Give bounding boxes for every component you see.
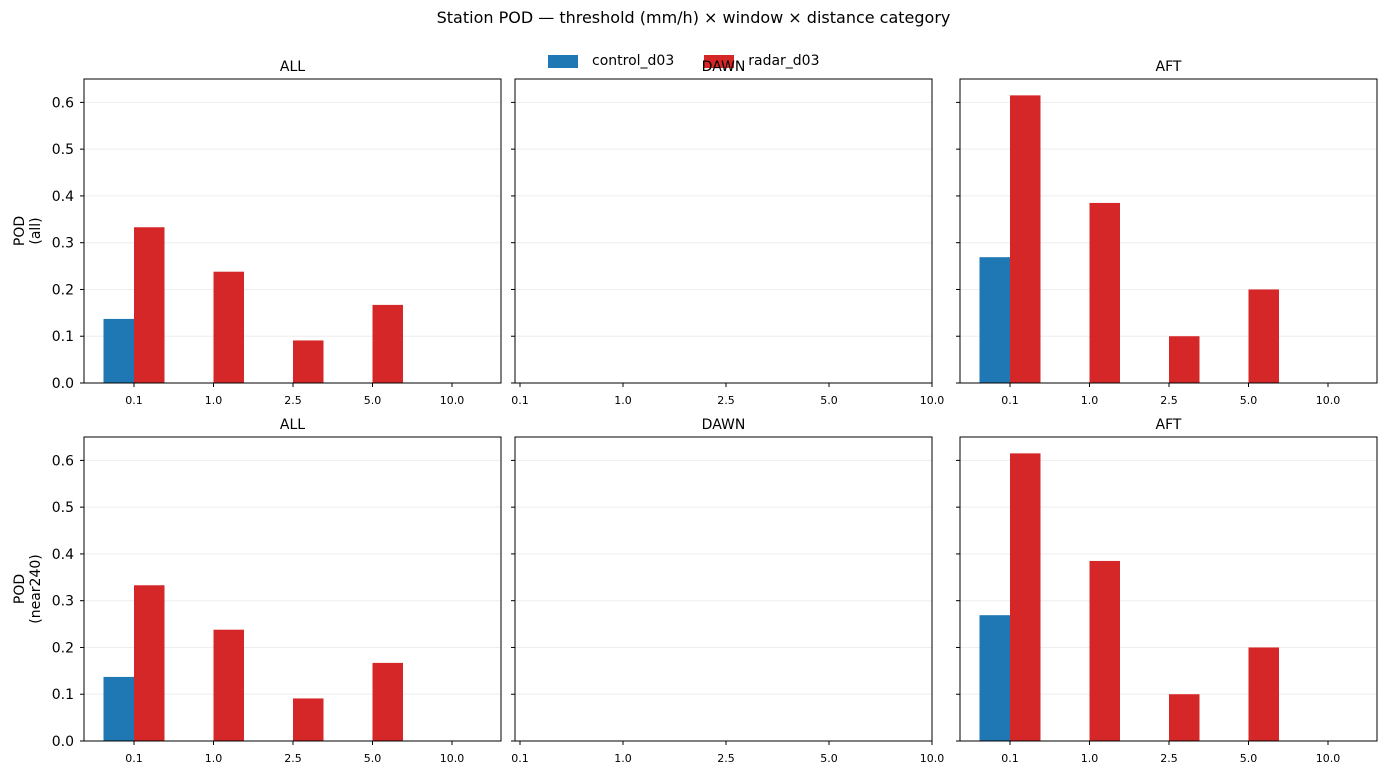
subplot-title: DAWN <box>702 417 746 433</box>
bar-radar_d03-0.1 <box>134 227 165 383</box>
y-tick-label: 0.6 <box>52 95 74 111</box>
bar-control_d03-0.1 <box>103 676 134 741</box>
bar-radar_d03-2.5 <box>293 340 324 383</box>
y-tick-label: 0.2 <box>52 282 74 298</box>
y-axis-label: POD(all) <box>12 216 44 246</box>
y-tick-label: 0.1 <box>52 687 74 703</box>
y-tick-label: 0.4 <box>52 189 74 205</box>
bar-radar_d03-5.0 <box>1248 289 1279 383</box>
y-axis-label-line: POD <box>12 574 28 604</box>
bar-radar_d03-0.1 <box>1010 453 1041 741</box>
x-tick-label: 2.5 <box>284 752 302 765</box>
y-tick-label: 0.2 <box>52 640 74 656</box>
bar-radar_d03-2.5 <box>1169 694 1200 741</box>
x-tick-label: 0.1 <box>125 394 143 407</box>
x-tick-label: 0.1 <box>125 752 143 765</box>
y-axis-label-line: (all) <box>28 217 44 244</box>
y-axis-label-line: (near240) <box>28 554 44 623</box>
bar-control_d03-0.1 <box>103 318 134 383</box>
y-axis-label: POD(near240) <box>12 554 44 623</box>
y-tick-label: 0.1 <box>52 329 74 345</box>
x-tick-label: 5.0 <box>820 752 838 765</box>
x-tick-label: 1.0 <box>205 752 223 765</box>
subplot-title: DAWN <box>702 59 746 75</box>
figure-title: Station POD — threshold (mm/h) × window … <box>436 8 951 27</box>
y-tick-label: 0.3 <box>52 594 74 610</box>
bar-radar_d03-1.0 <box>213 271 244 383</box>
bar-control_d03-0.1 <box>979 257 1010 383</box>
axes-frame <box>514 436 933 742</box>
x-tick-label: 10.0 <box>1316 394 1341 407</box>
bar-control_d03-0.1 <box>979 615 1010 741</box>
legend-label-radar: radar_d03 <box>748 53 820 69</box>
x-tick-label: 5.0 <box>364 752 382 765</box>
axes-frame <box>514 78 933 384</box>
x-tick-label: 1.0 <box>205 394 223 407</box>
x-tick-label: 5.0 <box>1240 394 1258 407</box>
y-tick-label: 0.0 <box>52 734 74 750</box>
x-tick-label: 10.0 <box>920 752 945 765</box>
x-tick-label: 1.0 <box>614 752 632 765</box>
x-tick-label: 10.0 <box>440 394 465 407</box>
bar-radar_d03-0.1 <box>134 585 165 741</box>
legend-item-control: control_d03 <box>548 53 674 69</box>
x-tick-label: 5.0 <box>1240 752 1258 765</box>
bar-radar_d03-5.0 <box>372 662 403 741</box>
subplot-title: AFT <box>1156 59 1182 75</box>
y-tick-label: 0.3 <box>52 236 74 252</box>
bar-radar_d03-5.0 <box>372 304 403 383</box>
x-tick-label: 1.0 <box>614 394 632 407</box>
y-tick-label: 0.4 <box>52 547 74 563</box>
bar-radar_d03-2.5 <box>1169 336 1200 383</box>
legend-swatch-radar <box>704 54 735 68</box>
legend-swatch-control <box>548 54 578 68</box>
x-tick-label: 2.5 <box>1160 394 1178 407</box>
legend: control_d03 radar_d03 <box>548 50 850 72</box>
y-axis-label-line: POD <box>12 216 28 246</box>
subplot-title: AFT <box>1156 417 1182 433</box>
subplot-6: AFT 0.1 1.0 2.5 5.0 10.0 <box>956 417 1378 765</box>
x-tick-label: 5.0 <box>820 394 838 407</box>
x-tick-label: 10.0 <box>1316 752 1341 765</box>
subplot-4: ALL 0.1 1.0 2.5 5.0 10.0 0.0 0.1 0.2 0.3 0.4 0.5 0.6… <box>12 417 502 765</box>
x-tick-label: 10.0 <box>920 394 945 407</box>
y-tick-label: 0.6 <box>52 453 74 469</box>
subplot-title: ALL <box>280 59 305 75</box>
x-tick-label: 1.0 <box>1081 394 1099 407</box>
bar-radar_d03-1.0 <box>213 629 244 741</box>
legend-label-control: control_d03 <box>592 53 675 69</box>
x-tick-label: 5.0 <box>364 394 382 407</box>
subplot-1: ALL 0.1 1.0 2.5 5.0 10.0 0.0 0.1 0.2 0.3 0.4 0.5 0.6… <box>12 59 502 407</box>
bar-radar_d03-2.5 <box>293 698 324 741</box>
subplot-5: DAWN 0.1 1.0 2.5 5.0 10.0 <box>511 417 944 765</box>
bar-radar_d03-0.1 <box>1010 95 1041 383</box>
x-tick-label: 10.0 <box>440 752 465 765</box>
x-tick-label: 0.1 <box>511 752 529 765</box>
legend-item-radar: radar_d03 <box>704 53 820 69</box>
x-tick-label: 0.1 <box>1001 752 1019 765</box>
x-tick-label: 0.1 <box>1001 394 1019 407</box>
bar-radar_d03-1.0 <box>1089 202 1120 383</box>
subplot-title: ALL <box>280 417 305 433</box>
x-tick-label: 2.5 <box>717 752 735 765</box>
subplot-2: DAWN 0.1 1.0 2.5 5.0 10.0 <box>511 59 944 407</box>
bar-radar_d03-5.0 <box>1248 647 1279 741</box>
subplot-3: AFT 0.1 1.0 2.5 5.0 10.0 <box>956 59 1378 407</box>
y-tick-label: 0.5 <box>52 142 74 158</box>
bar-radar_d03-1.0 <box>1089 560 1120 741</box>
x-tick-label: 2.5 <box>717 394 735 407</box>
y-tick-label: 0.5 <box>52 500 74 516</box>
x-tick-label: 2.5 <box>284 394 302 407</box>
x-tick-label: 1.0 <box>1081 752 1099 765</box>
y-tick-label: 0.0 <box>52 376 74 392</box>
x-tick-label: 2.5 <box>1160 752 1178 765</box>
x-tick-label: 0.1 <box>511 394 529 407</box>
